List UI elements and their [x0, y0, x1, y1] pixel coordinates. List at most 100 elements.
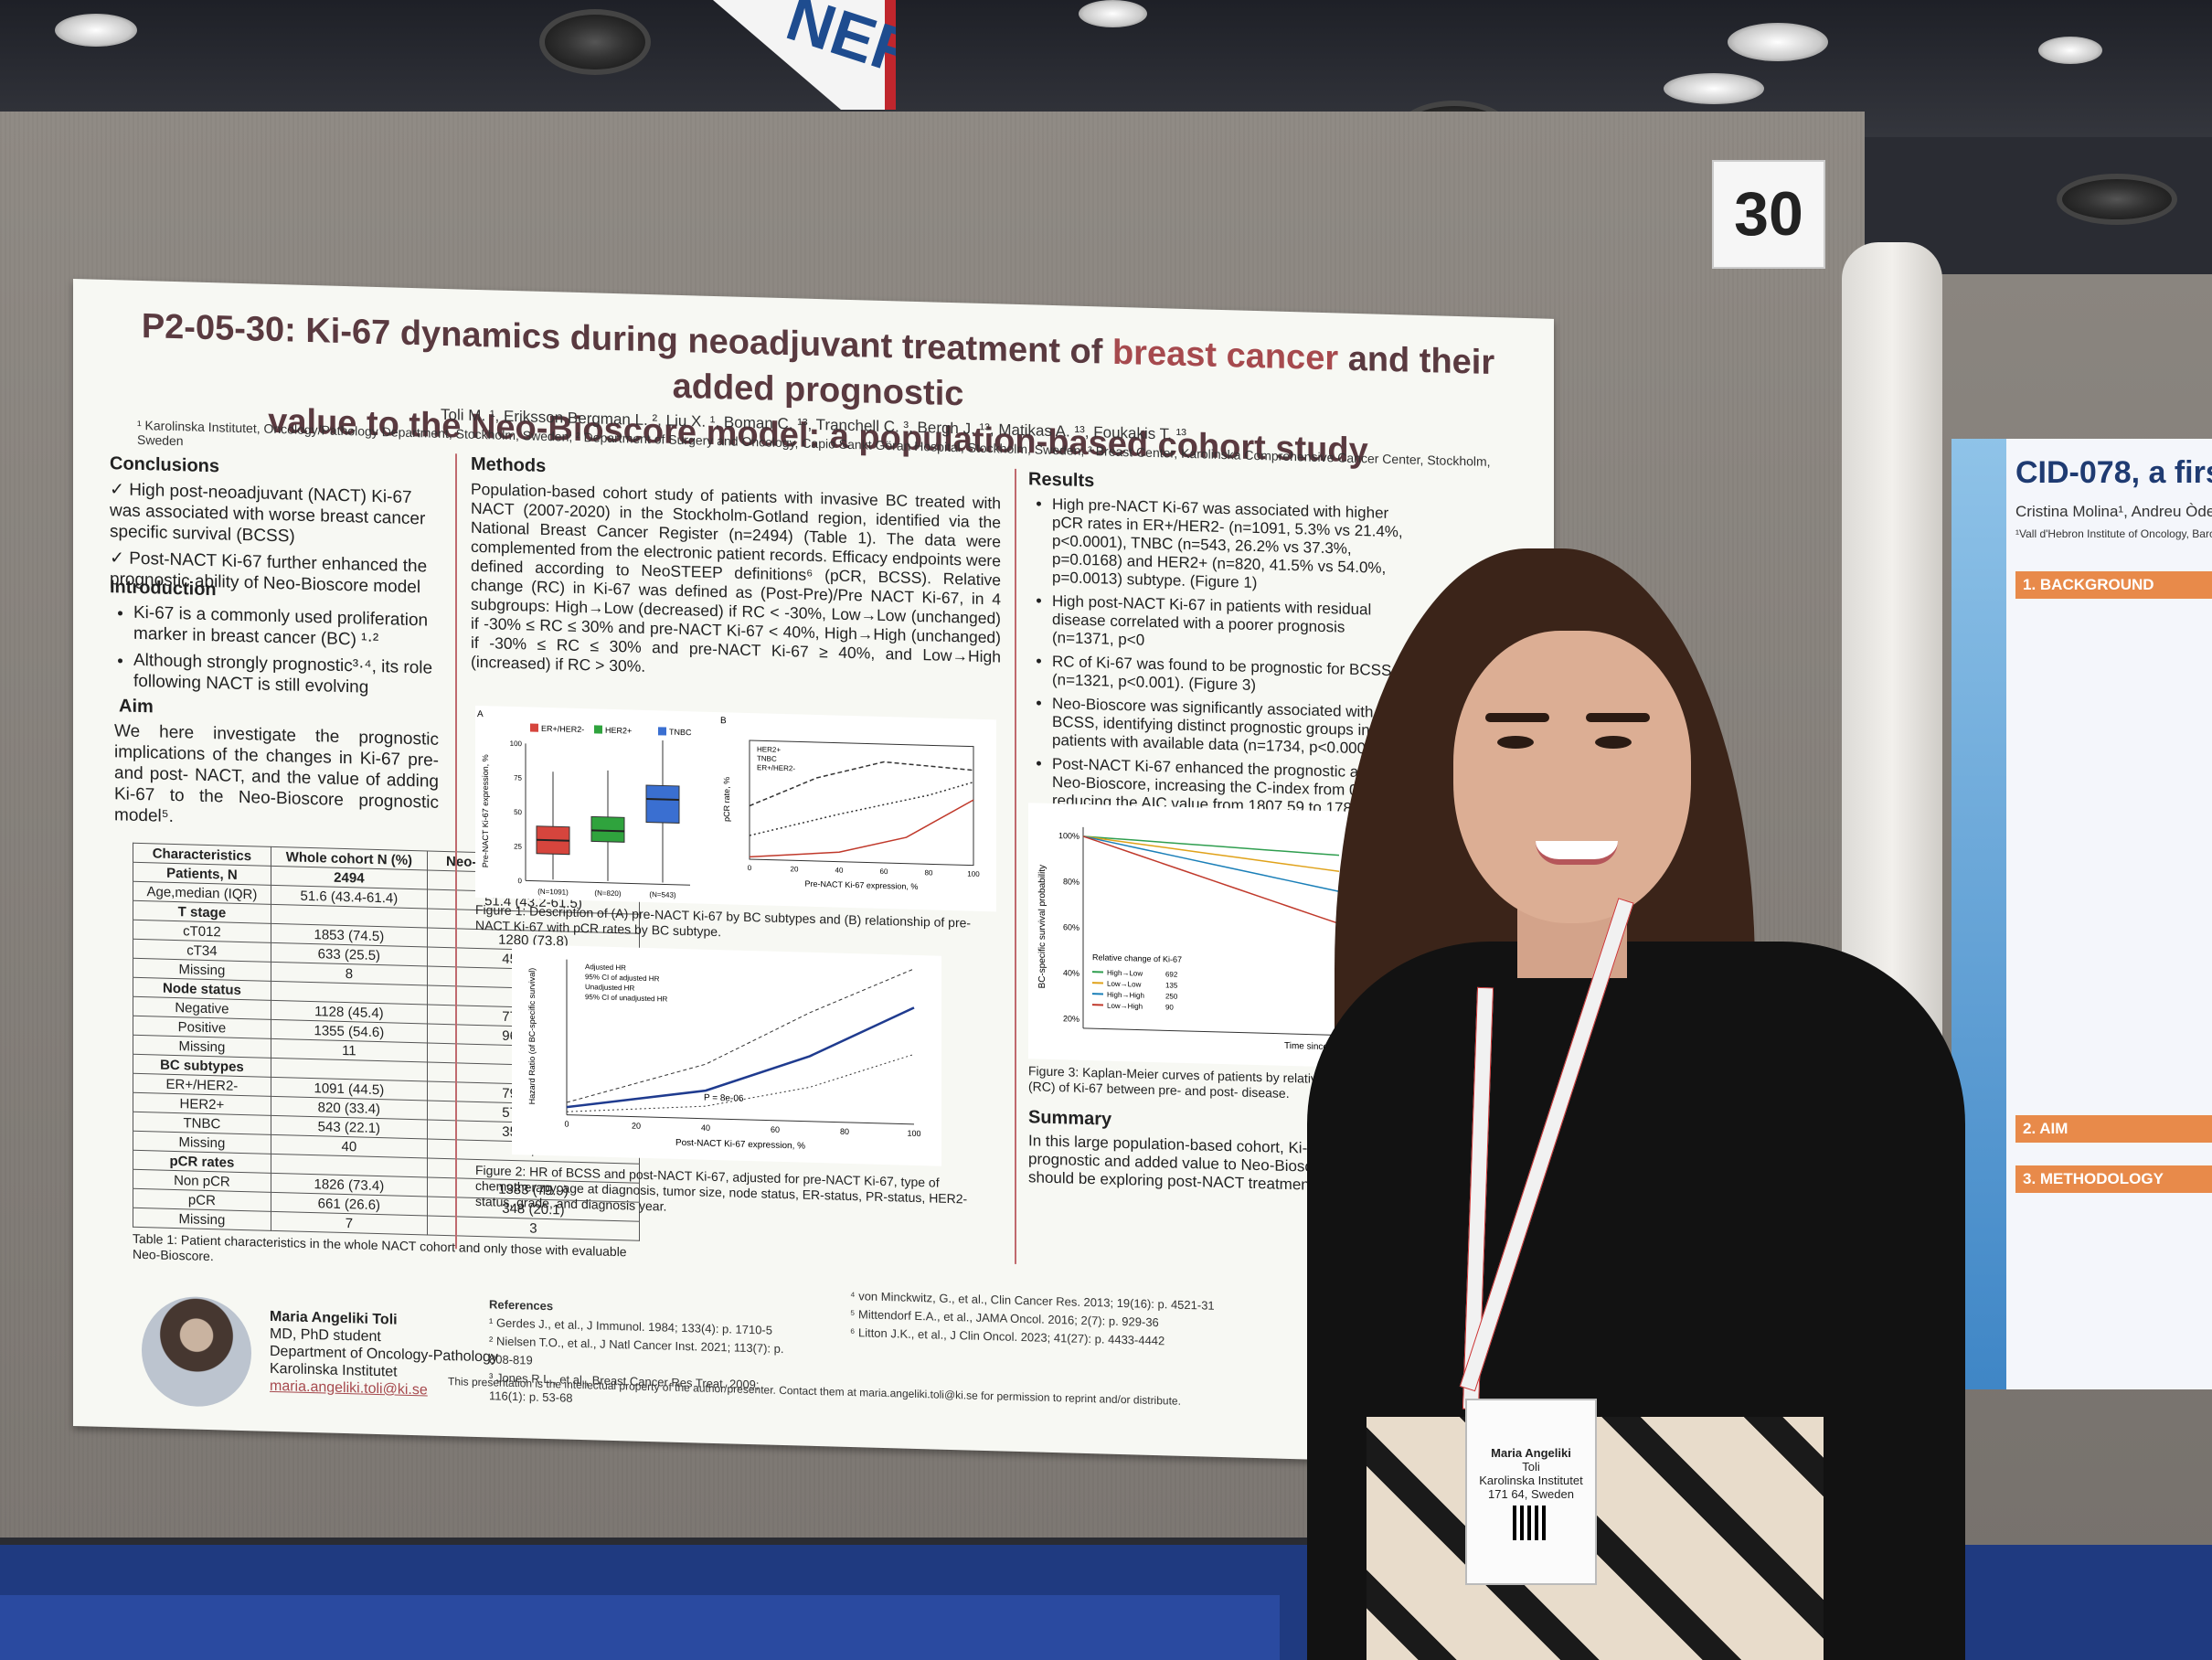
tick-label: 20%: [1063, 1014, 1079, 1023]
x-axis-label: Pre-NACT Ki-67 expression, %: [805, 879, 919, 891]
p-value-label: P = 8e-06: [704, 1093, 744, 1104]
legend-label: TNBC: [669, 728, 692, 738]
badge-qr-code: [1513, 1506, 1547, 1540]
box: [590, 815, 625, 843]
legend-label: ER+/HER2-: [541, 724, 584, 734]
methods-body: Population-based cohort study of patient…: [471, 479, 1001, 676]
legend-label: HER2+: [605, 726, 632, 736]
legend-swatch: [594, 725, 602, 734]
legend-label: HER2+: [757, 745, 781, 754]
axis-line: [526, 879, 690, 886]
author-photo: [142, 1295, 251, 1409]
legend-swatch: [530, 723, 538, 732]
result-item: RC of Ki-67 was found to be prognostic f…: [1052, 653, 1408, 699]
figure-3: 100% 80% 60% 40% 20% BC-specific survival pro…: [1028, 803, 1357, 1069]
result-item: High post-NACT Ki-67 in patients with re…: [1052, 592, 1408, 657]
x-tick-label: (N=543): [649, 890, 675, 899]
legend-label: TNBC: [757, 754, 777, 763]
x-tick-label: 40: [835, 867, 844, 875]
legend-label: Adjusted HR: [585, 963, 626, 972]
person-smile: [1536, 841, 1618, 865]
legend-count: 250: [1165, 992, 1178, 1000]
tick-label: 40%: [1063, 968, 1079, 977]
y-axis-label: BC-specific survival probability: [1037, 865, 1048, 989]
intro-item: Ki-67 is a commonly used proliferation m…: [133, 602, 439, 653]
series-line: [749, 799, 974, 858]
ceiling-light: [1728, 23, 1828, 61]
references-continued: ⁴ von Minckwitz, G., et al., Clin Cancer…: [850, 1287, 1234, 1352]
introduction-heading: Introduction: [110, 577, 217, 601]
legend-label: 95% CI of unadjusted HR: [585, 993, 667, 1003]
x-tick-label: 20: [791, 865, 799, 873]
tick-label: 25: [514, 843, 522, 851]
title-highlight: breast cancer: [1111, 333, 1339, 378]
x-tick-label: 40: [701, 1123, 710, 1133]
methods-heading: Methods: [471, 453, 547, 476]
ceiling-vent: [539, 9, 651, 75]
research-poster: P2-05-30: Ki-67 dynamics during neoadjuv…: [73, 279, 1554, 1466]
x-tick-label: 60: [880, 867, 888, 876]
table-cell: Missing: [133, 1208, 271, 1231]
x-tick-label: 0: [564, 1120, 569, 1129]
svg-text:B: B: [720, 716, 727, 726]
legend-label: High→High: [1107, 991, 1144, 1000]
series-line: [566, 1053, 915, 1112]
neighbor-poster-authors: Cristina Molina¹, Andreu Òdena¹·², Li: [2015, 503, 2212, 520]
tick-label: 100: [510, 740, 523, 748]
neighbor-section-background: 1. BACKGROUND: [2015, 571, 2212, 599]
neighbor-poster: CID-078, a first-in-cl Cristina Molina¹,…: [1951, 439, 2212, 1389]
neighbor-section-aim: 2. AIM: [2015, 1115, 2212, 1143]
neighbor-poster-title: CID-078, a first-in-cl: [2015, 455, 2212, 490]
y-axis-label: pCR rate, %: [722, 777, 731, 822]
survival-curve: [1082, 835, 1340, 925]
introduction-body: Ki-67 is a commonly used proliferation m…: [110, 601, 439, 706]
results-heading: Results: [1028, 469, 1095, 492]
person-eye: [1595, 736, 1632, 749]
aim-body: We here investigate the prognostic impli…: [114, 721, 439, 826]
intro-item: Although strongly prognostic³·⁴, its rol…: [133, 650, 439, 700]
y-axis-label: Pre-NACT Ki-67 expression, %: [481, 754, 490, 867]
x-tick-label: 80: [925, 868, 933, 877]
ceiling-light: [55, 14, 137, 47]
tick-label: 0: [518, 877, 523, 885]
legend-label: Low→Low: [1107, 980, 1142, 989]
axis-line: [1083, 1027, 1339, 1036]
x-tick-label: 80: [840, 1127, 849, 1136]
survival-curve: [1082, 835, 1340, 873]
series-line: [566, 1006, 915, 1109]
ceiling-light: [1079, 0, 1147, 27]
summary-heading: Summary: [1028, 1107, 1112, 1130]
svg-text:A: A: [477, 709, 484, 719]
legend-label: High→Low: [1107, 969, 1143, 978]
column-divider: [1015, 468, 1016, 1264]
floor-carpet-stripe: [0, 1595, 1280, 1660]
table-cell: 7: [271, 1211, 428, 1235]
x-tick-label: (N=820): [594, 889, 621, 898]
neighbor-section-methodology: 3. METHODOLOGY: [2015, 1165, 2212, 1193]
tick-label: 75: [514, 774, 522, 782]
person-face: [1453, 631, 1691, 923]
x-tick-label: 100: [967, 869, 980, 878]
title-part-1: P2-05-30: Ki-67 dynamics during neoadjuv…: [141, 307, 1103, 372]
x-tick-label: 100: [907, 1129, 920, 1138]
legend-label: Unadjusted HR: [585, 983, 634, 992]
y-axis-label: Hazard Ratio (of BC-specific survival): [527, 968, 537, 1105]
badge-address: 171 64, Sweden: [1488, 1487, 1574, 1501]
series-line: [566, 968, 915, 1103]
legend-count: 90: [1165, 1003, 1174, 1011]
x-tick-label: 20: [632, 1122, 641, 1131]
survival-curve: [1082, 835, 1340, 893]
figure-3-km-curves: 100% 80% 60% 40% 20% BC-specific survival pro…: [1037, 826, 1354, 1053]
conclusion-item: ✓ High post-neoadjuvant (NACT) Ki-67 was…: [110, 480, 426, 547]
figure-2-hr-curve: 0 20 40 60 80 100 Post-NACT Ki-67 expression, …: [527, 959, 921, 1152]
legend-count: 135: [1165, 981, 1178, 989]
results-body: High pre-NACT Ki-67 was associated with …: [1028, 495, 1408, 825]
result-item: Neo-Bioscore was significantly associate…: [1052, 695, 1408, 760]
ceiling-light: [2038, 37, 2102, 64]
aim-heading: Aim: [119, 696, 154, 718]
median-line: [591, 829, 624, 833]
median-line: [646, 797, 679, 801]
ceiling-light: [1664, 73, 1764, 104]
badge-name: Maria Angeliki: [1491, 1446, 1571, 1460]
